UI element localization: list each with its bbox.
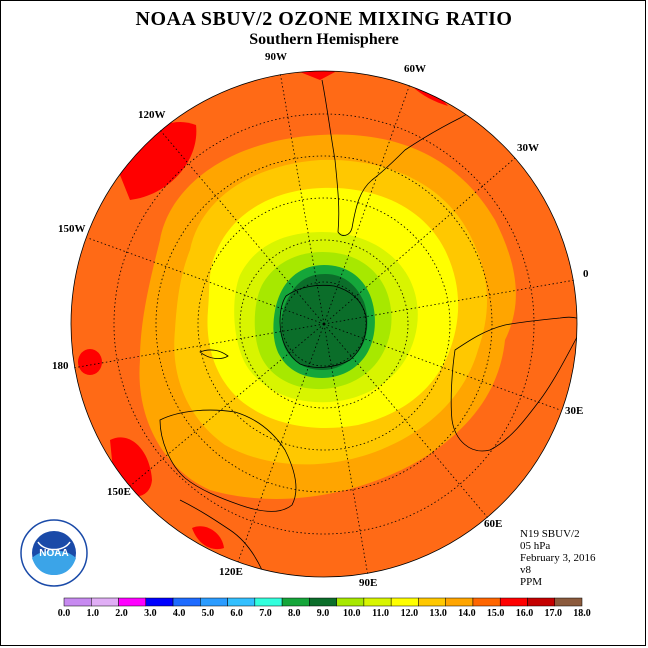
colorbar-swatch: [309, 597, 337, 607]
date-label: February 3, 2016: [520, 552, 596, 564]
colorbar-swatch: [336, 597, 365, 607]
lon-label-150e: 150E: [107, 486, 131, 498]
lon-label-60e: 60E: [484, 518, 503, 530]
colorbar-swatch: [63, 597, 92, 607]
colorbar-tick-label: 8.0: [287, 608, 301, 619]
colorbar-tick-label: 14.0: [458, 608, 476, 619]
colorbar: [63, 597, 583, 607]
colorbar-tick-label: 11.0: [372, 608, 390, 619]
colorbar-swatch: [445, 597, 474, 607]
graticule: [72, 71, 576, 577]
coastlines: [159, 79, 577, 571]
ozone-high-90w: [300, 71, 335, 80]
lon-label-60w: 60W: [404, 63, 426, 75]
colorbar-swatch: [363, 597, 392, 607]
lon-label-30w: 30W: [517, 142, 539, 154]
colorbar-swatch: [281, 597, 310, 607]
colorbar-swatch: [172, 597, 201, 607]
colorbar-tick-label: 15.0: [486, 608, 505, 619]
lon-label-120e: 120E: [219, 566, 243, 578]
colorbar-tick-label: 18.0: [573, 608, 591, 619]
colorbar-swatch: [554, 597, 583, 607]
lon-label-90e: 90E: [359, 577, 378, 589]
lon-label-180: 180: [52, 360, 69, 372]
colorbar-swatch: [390, 597, 419, 607]
map-subtitle: Southern Hemisphere: [249, 31, 399, 48]
colorbar-swatch: [472, 597, 501, 607]
pressure-level: 05 hPa: [520, 540, 551, 552]
colorbar-tick-label: 6.0: [230, 608, 243, 619]
ozone-high-120w: [118, 122, 197, 200]
dataset-info: N19 SBUV/2 05 hPa February 3, 2016 v8 PP…: [520, 528, 595, 588]
lon-label-30e: 30E: [565, 405, 584, 417]
colorbar-tick-label: 3.0: [144, 608, 157, 619]
lon-label-150w: 150W: [58, 223, 86, 235]
lon-label-0: 0: [583, 268, 589, 280]
colorbar-tick-label: 16.0: [515, 608, 534, 619]
colorbar-swatch: [254, 597, 283, 607]
colorbar-tick-label: 2.0: [115, 608, 128, 619]
ozone-high-180: [78, 349, 102, 375]
lon-label-120w: 120W: [138, 109, 166, 121]
colorbar-tick-label: 13.0: [429, 608, 447, 619]
colorbar-swatch: [499, 597, 528, 607]
colorbar-tick-label: 4.0: [172, 608, 186, 619]
map-title: NOAA SBUV/2 OZONE MIXING RATIO: [135, 8, 513, 30]
colorbar-tick-label: 17.0: [544, 608, 562, 619]
colorbar-swatch: [527, 597, 555, 607]
colorbar-tick-label: 7.0: [259, 608, 272, 619]
lon-label-90w: 90W: [265, 51, 287, 63]
colorbar-swatch: [91, 597, 119, 607]
noaa-logo-text: NOAA: [39, 548, 68, 559]
colorbar-swatch: [145, 597, 174, 607]
colorbar-swatch: [418, 597, 446, 607]
ozone-core-8-9: [281, 274, 368, 370]
colorbar-tick-label: 1.0: [86, 608, 100, 619]
colorbar-swatch: [227, 597, 256, 607]
colorbar-tick-label: 5.0: [201, 608, 215, 619]
colorbar-tick-label: 10.0: [343, 608, 361, 619]
ozone-high-120e: [192, 526, 224, 550]
noaa-logo: NOAA: [20, 519, 88, 587]
units-label: PPM: [520, 576, 543, 588]
ozone-high-60w: [412, 86, 448, 106]
satellite-label: N19 SBUV/2: [520, 528, 580, 540]
colorbar-swatch: [118, 597, 147, 607]
colorbar-tick-label: 12.0: [400, 608, 419, 619]
map-boundary: [70, 70, 578, 578]
colorbar-tick-label: 9.0: [316, 608, 330, 619]
colorbar-swatch: [200, 597, 228, 607]
colorbar-tick-label: 0.0: [57, 608, 71, 619]
version-label: v8: [520, 564, 531, 576]
